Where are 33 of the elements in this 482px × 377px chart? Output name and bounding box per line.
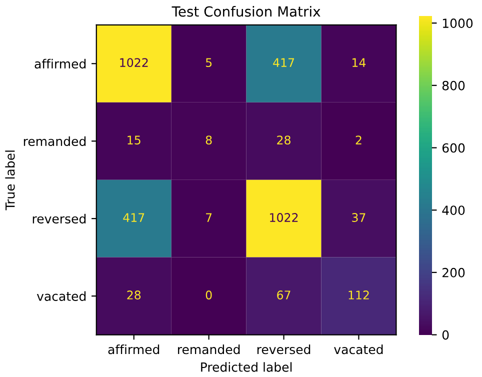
data-label: 5 (206, 58, 212, 68)
color-bar-label: 0 (442, 330, 449, 340)
y-tick-label: vacated (36, 291, 86, 301)
color-bar-label: 1000 (442, 18, 473, 28)
y-tick-label: affirmed (34, 58, 86, 69)
x-tick-label: reversed (257, 344, 310, 354)
data-label: 37 (352, 213, 366, 222)
data-label: 417 (123, 213, 144, 222)
data-label: 0 (206, 290, 212, 300)
y-axis-title: True label (5, 150, 15, 210)
data-label: 28 (277, 136, 290, 145)
color-bar-label: 200 (442, 268, 465, 278)
data-label: 28 (127, 290, 141, 300)
y-tick-label: remanded (24, 136, 86, 146)
x-tick-label: affirmed (108, 344, 160, 354)
color-bar-label: 600 (442, 143, 465, 153)
x-axis-title: Predicted label (201, 362, 292, 372)
data-label: 8 (206, 136, 212, 145)
data-label: 112 (348, 290, 369, 300)
y-tick-label: reversed (32, 214, 86, 224)
color-bar-label: 800 (442, 80, 465, 90)
x-tick-label: vacated (334, 344, 383, 354)
data-label: 1022 (270, 213, 298, 222)
chart-title: Test Confusion Matrix (172, 6, 320, 17)
data-label: 417 (273, 58, 294, 67)
data-label: 2 (356, 136, 362, 144)
data-label: 7 (206, 213, 212, 222)
data-label: 14 (352, 58, 366, 67)
data-label: 15 (128, 136, 140, 145)
data-label: 1022 (120, 58, 148, 68)
data-label: 67 (277, 290, 290, 300)
color-bar-label: 400 (442, 206, 465, 216)
x-tick-label: remanded (178, 344, 240, 354)
